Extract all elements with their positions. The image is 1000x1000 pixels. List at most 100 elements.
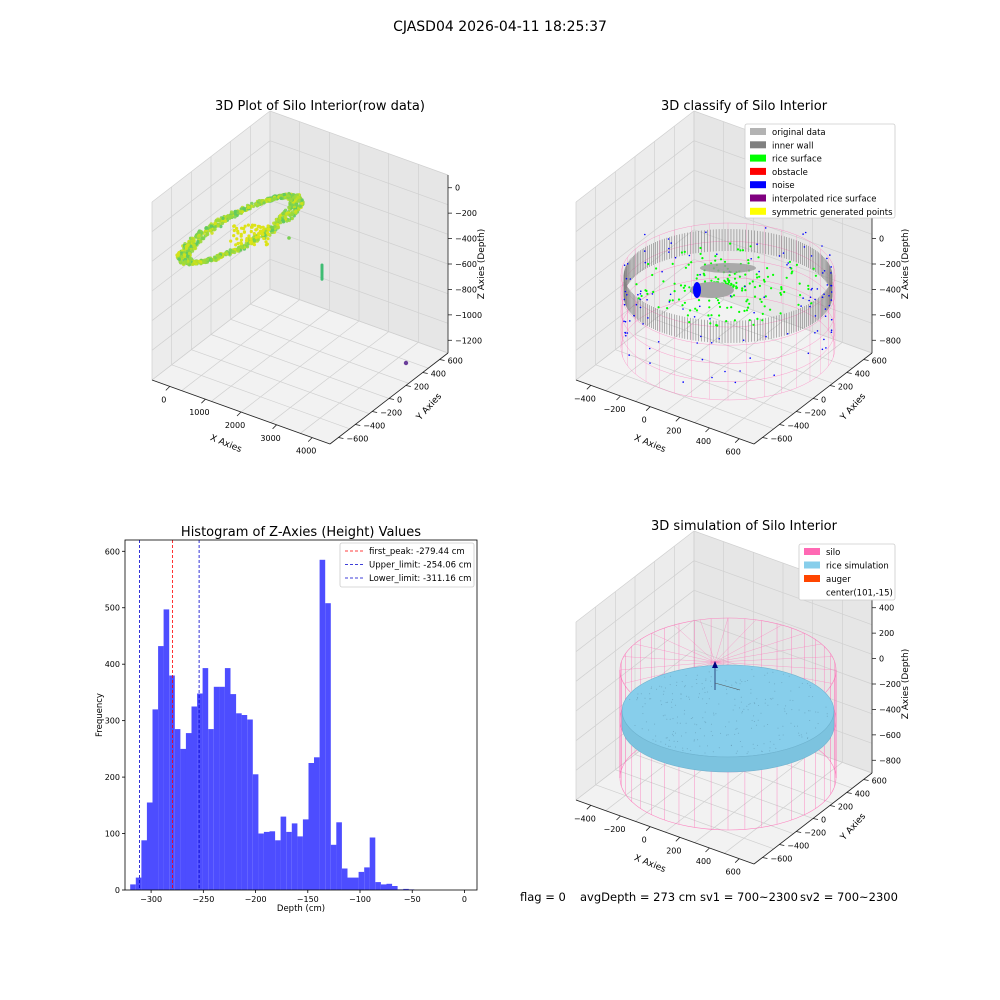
rice-sim-point [664, 714, 666, 716]
noise-point [701, 358, 704, 361]
histogram-bar [169, 675, 175, 890]
rice-sim-point [673, 740, 675, 742]
noise-point [830, 299, 833, 301]
ring-point [282, 192, 286, 197]
x-tick-label: 3000 [260, 434, 280, 443]
figure-suptitle: CJASD04 2026-04-11 18:25:37 [393, 19, 607, 35]
x-tick [616, 395, 621, 401]
ring-point [177, 257, 181, 261]
z-tick-label: 400 [879, 604, 894, 613]
z-tick-label: −200 [879, 680, 901, 689]
x-tick-label: 0 [462, 895, 467, 904]
noise-point [830, 272, 832, 274]
ring-point [239, 244, 244, 248]
z-tick-label: −800 [455, 285, 477, 294]
ring-point [295, 203, 299, 207]
rice-sim-point [782, 673, 784, 675]
rice-sim-point [695, 732, 696, 734]
rice-sim-point [680, 698, 682, 700]
rice-sim-point [826, 715, 828, 717]
histogram-bar [319, 559, 326, 890]
ring-point [298, 204, 302, 208]
noise-point [786, 333, 789, 335]
rice-surface-point [668, 299, 671, 302]
x-tick-label: 600 [726, 868, 741, 877]
rice-surface-point [718, 305, 722, 308]
center-point [261, 233, 265, 237]
rice-sim-point [669, 675, 671, 677]
ring-point [290, 210, 295, 214]
rice-sim-point [676, 722, 678, 724]
rice-sim-point [740, 701, 742, 703]
y-tick-label: −200 [804, 409, 826, 418]
rice-sim-point [685, 675, 687, 676]
rice-sim-point [748, 704, 750, 706]
legend-label: symmetric generated points [772, 208, 893, 218]
rice-sim-point [786, 713, 788, 715]
rice-sim-point [790, 722, 792, 724]
rice-sim-point [817, 723, 819, 725]
rice-sim-point [694, 723, 696, 725]
ring-point [281, 218, 285, 222]
rice-surface-point [717, 278, 720, 281]
histogram-bar [219, 686, 225, 890]
noise-point [814, 298, 816, 301]
rice-sim-point [682, 749, 684, 751]
rice-sim-point [666, 718, 668, 720]
rice-sim-point [726, 693, 728, 695]
rice-sim-point [642, 706, 644, 708]
noise-point [729, 295, 732, 297]
y-tick [762, 857, 768, 859]
rice-sim-point [777, 727, 779, 729]
rice-surface-point [726, 277, 729, 280]
silo-roof-wire [699, 619, 716, 663]
rice-surface-point [736, 248, 740, 251]
rice-sim-point [696, 683, 698, 684]
rice-sim-point [790, 690, 792, 692]
legend-swatch [750, 181, 766, 189]
rice-surface-point [694, 307, 697, 310]
rice-surface-point [810, 302, 813, 305]
noise-point [830, 291, 833, 293]
rice-surface-point [758, 275, 761, 278]
ring-point [176, 251, 181, 256]
rice-surface-point [741, 287, 744, 290]
noise-point [744, 285, 746, 288]
rice-sim-point [676, 681, 678, 683]
chart-title: 3D Plot of Silo Interior(row data) [215, 99, 425, 114]
rice-surface-point [635, 283, 638, 286]
rice-sim-point [735, 728, 737, 730]
rice-sim-point [756, 698, 758, 700]
noise-point [657, 341, 660, 343]
chart-title: 3D simulation of Silo Interior [651, 519, 838, 534]
y-tick [812, 398, 819, 400]
rice-surface-point [730, 283, 733, 286]
rice-surface-point [708, 306, 711, 309]
z-axis-label: Z Axies (Depth) [901, 229, 911, 300]
rice-sim-point [681, 735, 682, 737]
histogram-bar [197, 693, 203, 890]
y-tick [338, 437, 344, 439]
y-tick [796, 831, 802, 833]
rice-sim-point [736, 720, 738, 722]
rice-surface-point [763, 305, 766, 308]
rice-sim-point [690, 750, 692, 751]
ring-point [236, 248, 240, 252]
rice-sim-point [656, 688, 657, 690]
rice-sim-point [774, 683, 776, 685]
rice-sim-point [666, 701, 668, 703]
x-tick-label: −400 [574, 394, 596, 403]
rice-sim-point [757, 719, 759, 721]
rice-surface-point [645, 289, 648, 293]
rice-sim-point [671, 706, 673, 708]
legend-label: noise [772, 181, 795, 191]
rice-sim-point [684, 685, 686, 687]
y-tick-label: 200 [838, 803, 853, 812]
rice-surface-point [766, 275, 770, 278]
rice-sim-point [704, 752, 706, 754]
rice-sim-point [768, 681, 770, 683]
rice-sim-point [662, 693, 664, 695]
noise-point [809, 296, 812, 299]
noise-point [739, 370, 741, 372]
rice-sim-point [769, 747, 771, 749]
